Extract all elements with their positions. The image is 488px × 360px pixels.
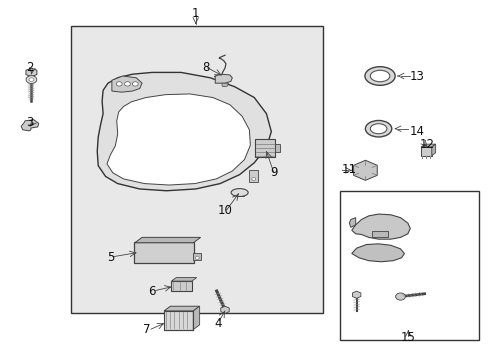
- Bar: [274, 144, 279, 152]
- Polygon shape: [353, 160, 376, 180]
- Ellipse shape: [369, 70, 389, 82]
- Ellipse shape: [369, 124, 386, 134]
- Text: 14: 14: [409, 125, 424, 138]
- Polygon shape: [26, 68, 37, 77]
- Text: 7: 7: [143, 323, 150, 336]
- Bar: [371, 231, 387, 237]
- Text: 2: 2: [26, 60, 34, 73]
- Polygon shape: [193, 306, 199, 329]
- Circle shape: [132, 82, 138, 86]
- Polygon shape: [112, 76, 142, 92]
- Polygon shape: [97, 72, 271, 191]
- Circle shape: [26, 76, 37, 84]
- Text: 8: 8: [202, 60, 209, 73]
- Text: 4: 4: [213, 317, 221, 330]
- Circle shape: [29, 78, 34, 81]
- Bar: [193, 253, 200, 260]
- FancyBboxPatch shape: [134, 242, 194, 263]
- Ellipse shape: [231, 189, 247, 197]
- Bar: [420, 147, 431, 156]
- Text: 1: 1: [192, 7, 199, 20]
- Polygon shape: [107, 94, 250, 185]
- Bar: [255, 139, 274, 157]
- Polygon shape: [171, 278, 196, 281]
- Text: 5: 5: [106, 251, 114, 264]
- Text: 3: 3: [26, 116, 34, 129]
- Bar: [171, 281, 191, 291]
- Polygon shape: [351, 244, 404, 262]
- Circle shape: [195, 256, 199, 259]
- Circle shape: [124, 82, 130, 86]
- Polygon shape: [215, 74, 232, 83]
- Ellipse shape: [365, 121, 391, 137]
- Text: 6: 6: [148, 285, 155, 298]
- Text: 15: 15: [400, 330, 415, 343]
- Bar: [163, 311, 193, 329]
- Circle shape: [395, 293, 405, 300]
- Polygon shape: [352, 291, 360, 298]
- Polygon shape: [21, 120, 39, 131]
- Polygon shape: [431, 144, 435, 156]
- Polygon shape: [135, 237, 200, 243]
- Circle shape: [116, 82, 122, 86]
- Polygon shape: [222, 83, 228, 87]
- Polygon shape: [420, 144, 435, 147]
- Text: 12: 12: [419, 138, 434, 150]
- Bar: [339, 191, 478, 339]
- Ellipse shape: [364, 67, 394, 85]
- Bar: [249, 170, 258, 182]
- Bar: [71, 26, 322, 313]
- Polygon shape: [348, 218, 355, 227]
- Polygon shape: [351, 214, 409, 239]
- Polygon shape: [358, 165, 371, 176]
- Text: 13: 13: [409, 69, 424, 82]
- Text: 10: 10: [217, 204, 232, 217]
- Text: 11: 11: [341, 163, 356, 176]
- Circle shape: [251, 177, 255, 180]
- Text: 9: 9: [269, 166, 277, 179]
- Polygon shape: [163, 306, 199, 311]
- Polygon shape: [220, 306, 229, 314]
